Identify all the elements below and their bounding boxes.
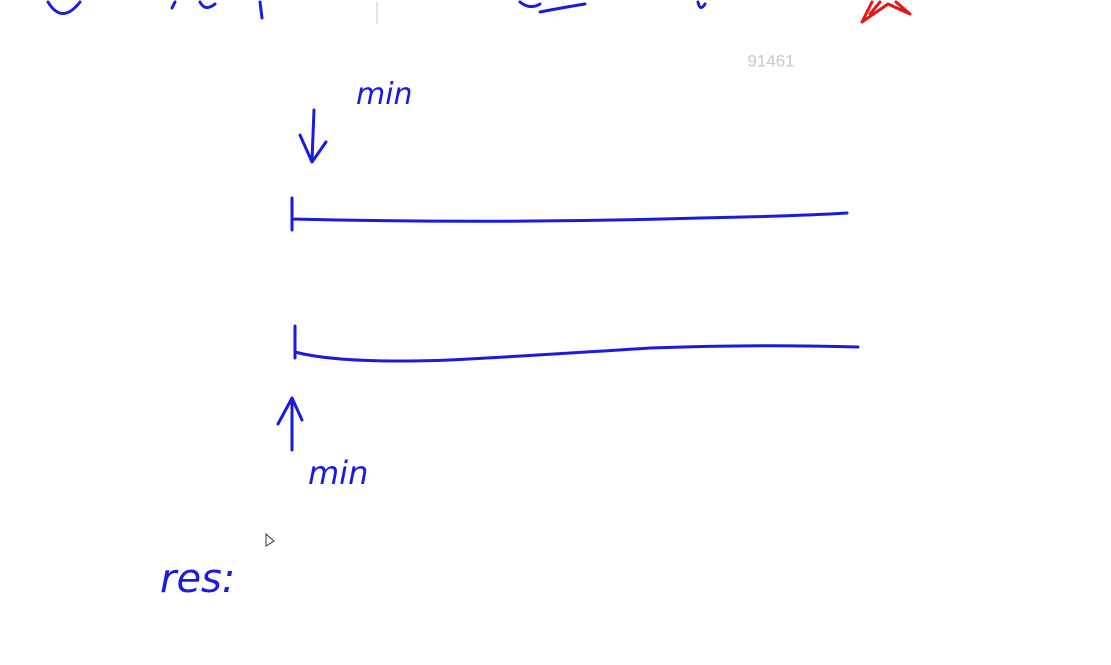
top-stroke <box>170 0 264 20</box>
down-arrow <box>298 108 328 164</box>
watermark: 91461 <box>747 51 794 70</box>
top-stroke <box>46 0 82 15</box>
top-label: min <box>356 77 413 112</box>
lower-line <box>293 324 860 363</box>
mouse-cursor <box>265 532 275 547</box>
top-stroke <box>518 0 587 14</box>
upper-line <box>290 196 849 232</box>
result-label: res: <box>160 556 235 602</box>
up-arrow <box>276 396 304 452</box>
red-star <box>860 0 912 24</box>
top-stroke <box>696 0 707 9</box>
bottom-label: min <box>308 454 368 492</box>
